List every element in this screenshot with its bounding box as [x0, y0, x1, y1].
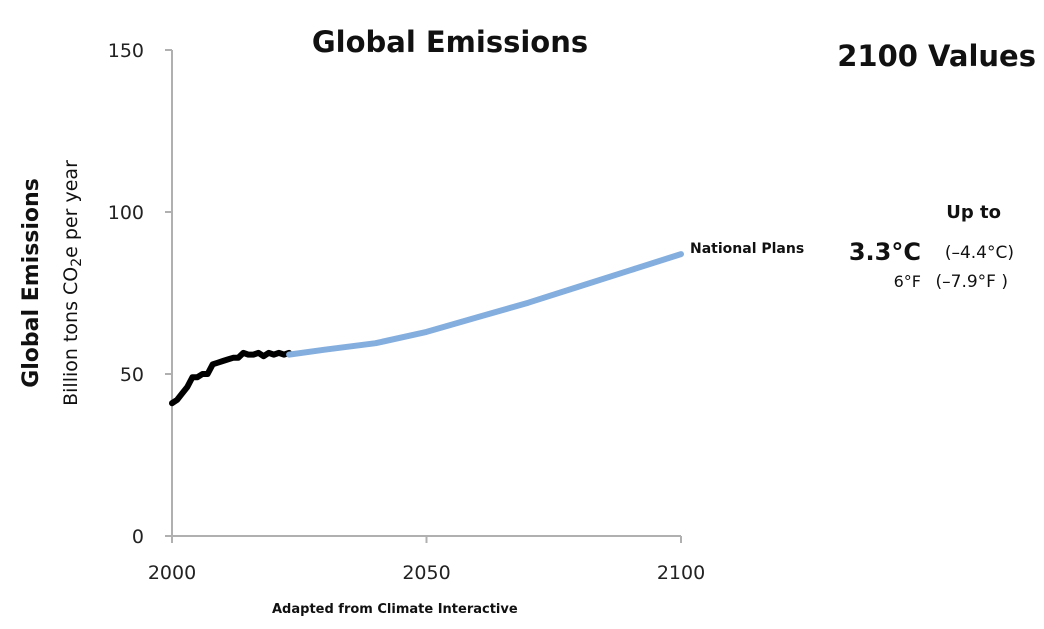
x-tick-label: 2000 [148, 562, 196, 584]
temperature-fahrenheit-range: (–7.9°F ) [936, 272, 1008, 292]
values-heading: 2100 Values [837, 39, 1036, 73]
y-axis-units: Billion tons CO2e per year [60, 160, 85, 406]
y-tick-label: 50 [120, 364, 144, 386]
up-to-label: Up to [946, 202, 1001, 223]
national-plans-line [286, 251, 684, 358]
temperature-celsius-range: (–4.4°C) [945, 243, 1014, 263]
source-credit: Adapted from Climate Interactive [272, 602, 518, 617]
historical-emissions-line [169, 349, 293, 407]
y-tick-label: 0 [132, 526, 144, 548]
chart-title: Global Emissions [312, 25, 588, 59]
y-axis-label: Global Emissions [19, 178, 44, 388]
y-tick-label: 150 [108, 40, 144, 62]
x-tick-label: 2050 [402, 562, 450, 584]
temperature-celsius: 3.3°C [849, 238, 921, 266]
y-tick-label: 100 [108, 202, 144, 224]
x-ticks-group: 2000 2050 2100 [148, 536, 705, 584]
y-ticks-group: 0 50 100 150 [108, 40, 172, 548]
temperature-fahrenheit: 6°F [894, 272, 921, 291]
national-plans-label: National Plans [690, 241, 804, 257]
x-tick-label: 2100 [657, 562, 705, 584]
